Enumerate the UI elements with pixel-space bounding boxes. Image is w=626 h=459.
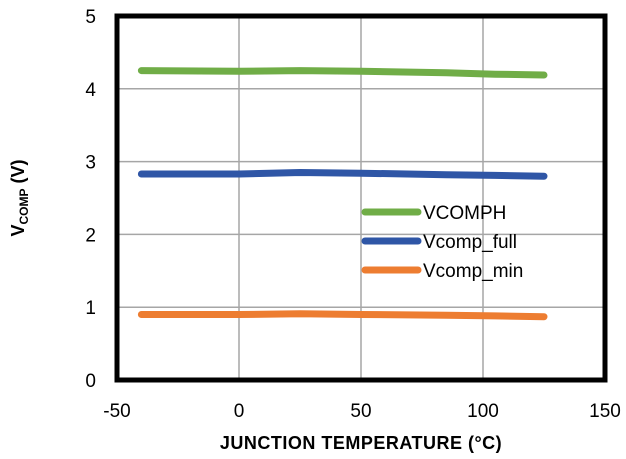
- x-tick-labels: -50 0 50 100 150: [103, 401, 621, 422]
- y-axis-label: VCOMP (V): [8, 159, 31, 236]
- legend: VCOMPH Vcomp_full Vcomp_min: [361, 203, 523, 282]
- y-tick-label: 0: [85, 371, 96, 392]
- legend-label-vcomp-min: Vcomp_min: [423, 261, 523, 282]
- legend-label-vcomp-full: Vcomp_full: [423, 232, 517, 253]
- y-axis-label-main: V: [8, 224, 28, 236]
- series-line-vcomp-min: [137, 310, 548, 321]
- y-tick-labels: 0 1 2 3 4 5: [85, 7, 96, 392]
- x-tick-label: -50: [103, 401, 130, 422]
- y-tick-label: 1: [85, 298, 96, 319]
- plot-frame: [114, 13, 608, 383]
- legend-label-vcomph: VCOMPH: [423, 203, 506, 224]
- x-tick-label: 50: [350, 401, 371, 422]
- y-axis-label-unit: (V): [8, 159, 28, 188]
- series-layer: [137, 67, 548, 321]
- x-tick-label: 100: [467, 401, 499, 422]
- y-axis-label-sub: COMP: [17, 188, 31, 224]
- x-tick-label: 0: [234, 401, 245, 422]
- y-tick-label: 4: [85, 80, 96, 101]
- series-line-vcomph: [137, 67, 548, 79]
- x-axis-label: JUNCTION TEMPERATURE (°C): [220, 433, 502, 453]
- series-line-vcomp-full: [137, 169, 548, 180]
- y-tick-label: 5: [85, 7, 96, 28]
- y-tick-label: 2: [85, 225, 96, 246]
- y-tick-label: 3: [85, 153, 96, 174]
- x-tick-label: 150: [589, 401, 621, 422]
